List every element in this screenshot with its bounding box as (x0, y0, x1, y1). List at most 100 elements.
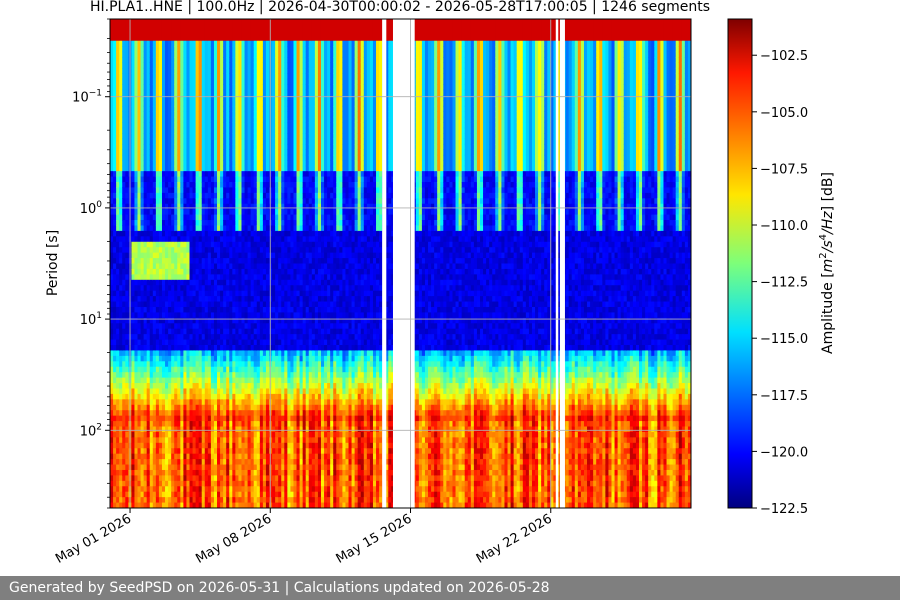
heatmap-cell (149, 149, 154, 156)
heatmap-cell (146, 339, 151, 346)
heatmap-cell (134, 491, 139, 498)
heatmap-cell (125, 105, 129, 112)
heatmap-cell (119, 149, 123, 156)
heatmap-cell (125, 116, 129, 123)
heatmap-cell (113, 431, 117, 438)
heatmap-cell (122, 426, 126, 433)
heatmap-cell (134, 459, 139, 466)
heatmap-cell (140, 361, 145, 368)
heatmap-cell (110, 279, 114, 286)
heatmap-cell (140, 464, 145, 471)
heatmap-cell (131, 263, 136, 270)
heatmap-cell (122, 421, 126, 428)
heatmap-cell (116, 497, 120, 504)
heatmap-cell (116, 296, 120, 303)
heatmap-cell (137, 480, 142, 487)
heatmap-cell (116, 464, 120, 471)
heatmap-cell (143, 203, 148, 210)
heatmap-cell (116, 51, 120, 58)
heatmap-cell (149, 24, 154, 31)
heatmap-cell (137, 491, 142, 498)
heatmap-cell (137, 350, 142, 357)
heatmap-cell (122, 459, 126, 466)
heatmap-cell (110, 187, 114, 194)
heatmap-cell (146, 372, 151, 379)
heatmap-cell (113, 57, 117, 64)
heatmap-cell (140, 89, 145, 96)
heatmap-cell (140, 377, 145, 384)
heatmap-cell (134, 410, 139, 417)
heatmap-cell (119, 268, 123, 275)
heatmap-cell (149, 133, 154, 140)
heatmap-cell (137, 296, 142, 303)
heatmap-cell (143, 464, 148, 471)
heatmap-cell (119, 73, 123, 80)
heatmap-cell (113, 89, 117, 96)
heatmap-cell (146, 127, 151, 134)
heatmap-cell (110, 24, 114, 31)
heatmap-cell (116, 263, 120, 270)
heatmap-cell (143, 220, 148, 227)
heatmap-cell (134, 328, 139, 335)
heatmap-cell (143, 415, 148, 422)
heatmap-cell (140, 143, 145, 150)
heatmap-cell (140, 133, 145, 140)
heatmap-cell (143, 426, 148, 433)
heatmap-cell (140, 203, 145, 210)
heatmap-cell (143, 377, 148, 384)
heatmap-cell (131, 437, 136, 444)
heatmap-cell (119, 421, 123, 428)
heatmap-cell (137, 285, 142, 292)
heatmap-cell (110, 209, 114, 216)
heatmap-cell (137, 388, 142, 395)
heatmap-cell (134, 165, 139, 172)
heatmap-cell (116, 426, 120, 433)
heatmap-cell (125, 78, 129, 85)
heatmap-cell (134, 252, 139, 259)
heatmap-cell (122, 497, 126, 504)
heatmap-cell (110, 502, 114, 508)
heatmap-cell (143, 399, 148, 406)
heatmap-cell (116, 491, 120, 498)
heatmap-cell (137, 372, 142, 379)
heatmap-cell (116, 225, 120, 232)
heatmap-cell (122, 182, 126, 189)
heatmap-cell (134, 176, 139, 183)
heatmap-cell (140, 274, 145, 281)
heatmap-cell (110, 252, 114, 259)
heatmap-cell (140, 388, 145, 395)
heatmap-cell (113, 361, 117, 368)
heatmap-cell (113, 491, 117, 498)
heatmap-cell (113, 143, 117, 150)
heatmap-cell (125, 225, 129, 232)
heatmap-cell (119, 24, 123, 31)
heatmap-cell (119, 143, 123, 150)
heatmap-cell (143, 214, 148, 221)
heatmap-cell (113, 247, 117, 254)
heatmap-cell (119, 306, 123, 313)
heatmap-cell (143, 198, 148, 205)
heatmap-cell (125, 95, 129, 102)
heatmap-cell (143, 73, 148, 80)
heatmap-cell (131, 323, 136, 330)
heatmap-cell (137, 214, 142, 221)
heatmap-cell (146, 268, 151, 275)
heatmap-cell (116, 40, 120, 47)
heatmap-cell (137, 442, 142, 449)
heatmap-cell (113, 73, 117, 80)
heatmap-cell (146, 78, 151, 85)
heatmap-cell (113, 225, 117, 232)
heatmap-cell (110, 35, 114, 42)
heatmap-cell (125, 459, 129, 466)
heatmap-cell (113, 100, 117, 107)
heatmap-cell (146, 176, 151, 183)
heatmap-cell (119, 116, 123, 123)
heatmap-cell (140, 176, 145, 183)
heatmap-cell (119, 40, 123, 47)
heatmap-cell (137, 24, 142, 31)
heatmap-cell (134, 301, 139, 308)
heatmap-cell (137, 377, 142, 384)
heatmap-cell (113, 285, 117, 292)
heatmap-cell (131, 133, 136, 140)
heatmap-cell (146, 57, 151, 64)
